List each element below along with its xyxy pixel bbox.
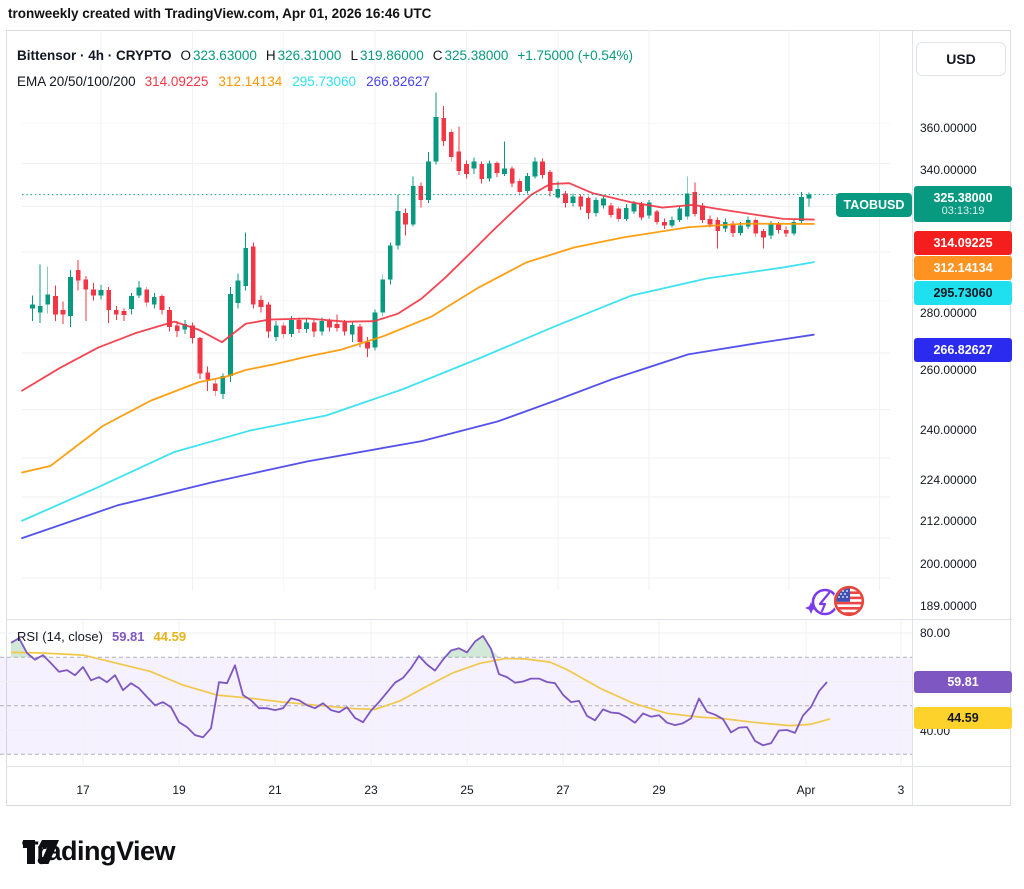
price-axis-label: 260.00000 — [920, 363, 977, 377]
price-axis-label: 360.00000 — [920, 121, 977, 135]
price-axis-badge: 325.38000 03:13:19 — [914, 186, 1012, 222]
price-axis-badge: 295.73060 — [914, 281, 1012, 305]
ema-50-value: 312.14134 — [218, 74, 283, 89]
price-axis-label: 340.00000 — [920, 163, 977, 177]
header-text: tronweekly created with TradingView.com,… — [8, 6, 432, 21]
tradingview-logo-icon — [23, 839, 59, 864]
price-axis-label: 240.00000 — [920, 423, 977, 437]
symbol-tag: TAOBUSD — [836, 193, 912, 217]
ema-100-value: 295.73060 — [292, 74, 357, 89]
currency-button[interactable]: USD — [916, 42, 1006, 76]
rsi-chart[interactable] — [0, 620, 912, 766]
rsi-axis-badge: 59.81 — [914, 671, 1012, 693]
time-axis-label: 23 — [364, 783, 378, 797]
ema-values: 314.09225 312.14134 295.73060 266.82627 — [145, 74, 430, 89]
price-axis-label: 200.00000 — [920, 557, 977, 571]
symbol-legend[interactable]: Bittensor · 4h · CRYPTO O 323.63000 H 326.… — [17, 48, 633, 63]
price-axis-badge: 266.82627 — [914, 338, 1012, 362]
price-change: +1.75000 (+0.54%) — [517, 48, 633, 63]
sparkle-refresh-icon — [805, 588, 839, 616]
price-axis-badge: 312.14134 — [914, 256, 1012, 280]
rsi-legend[interactable]: RSI (14, close) 59.81 44.59 — [17, 629, 186, 644]
ema-legend-label: EMA 20/50/100/200 — [17, 74, 136, 89]
ohlc-open: O 323.63000 — [180, 48, 257, 63]
us-flag-icon — [833, 585, 865, 617]
ema-20-value: 314.09225 — [144, 74, 209, 89]
pane-separator[interactable] — [6, 619, 1012, 620]
price-axis-label: 189.00000 — [920, 599, 977, 613]
time-axis-label: 19 — [172, 783, 186, 797]
price-axis-label: 212.00000 — [920, 514, 977, 528]
rsi-legend-label: RSI (14, close) — [17, 629, 103, 644]
ohlc-close: C 325.38000 — [432, 48, 509, 63]
time-axis-label: 21 — [268, 783, 282, 797]
price-axis-separator — [912, 30, 913, 806]
ohlc-high: H 326.31000 — [265, 48, 342, 63]
rsi-ma-value: 44.59 — [153, 629, 187, 644]
rsi-axis-label: 80.00 — [920, 626, 951, 640]
ema-200-value: 266.82627 — [366, 74, 430, 89]
ohlc-low: L 319.86000 — [350, 48, 424, 63]
time-axis-label: 3 — [897, 783, 905, 797]
time-axis-label: 27 — [556, 783, 570, 797]
event-icons[interactable] — [798, 576, 870, 628]
price-axis-label: 280.00000 — [920, 306, 977, 320]
symbol-title: Bittensor · 4h · CRYPTO — [17, 48, 172, 63]
time-axis-label: 29 — [652, 783, 666, 797]
price-axis-badge: 314.09225 — [914, 231, 1012, 255]
time-axis-label: 17 — [76, 783, 90, 797]
tradingview-logo[interactable]: TradingView — [22, 836, 176, 867]
main-chart[interactable] — [0, 30, 912, 620]
rsi-value: 59.81 — [111, 629, 145, 644]
ema-legend[interactable]: EMA 20/50/100/200 314.09225 312.14134 295.… — [17, 74, 430, 89]
time-axis-separator — [6, 766, 1012, 767]
price-axis-label: 224.00000 — [920, 473, 977, 487]
time-axis-label: 25 — [460, 783, 474, 797]
rsi-axis-badge: 44.59 — [914, 707, 1012, 729]
time-axis-label: Apr — [796, 783, 816, 797]
